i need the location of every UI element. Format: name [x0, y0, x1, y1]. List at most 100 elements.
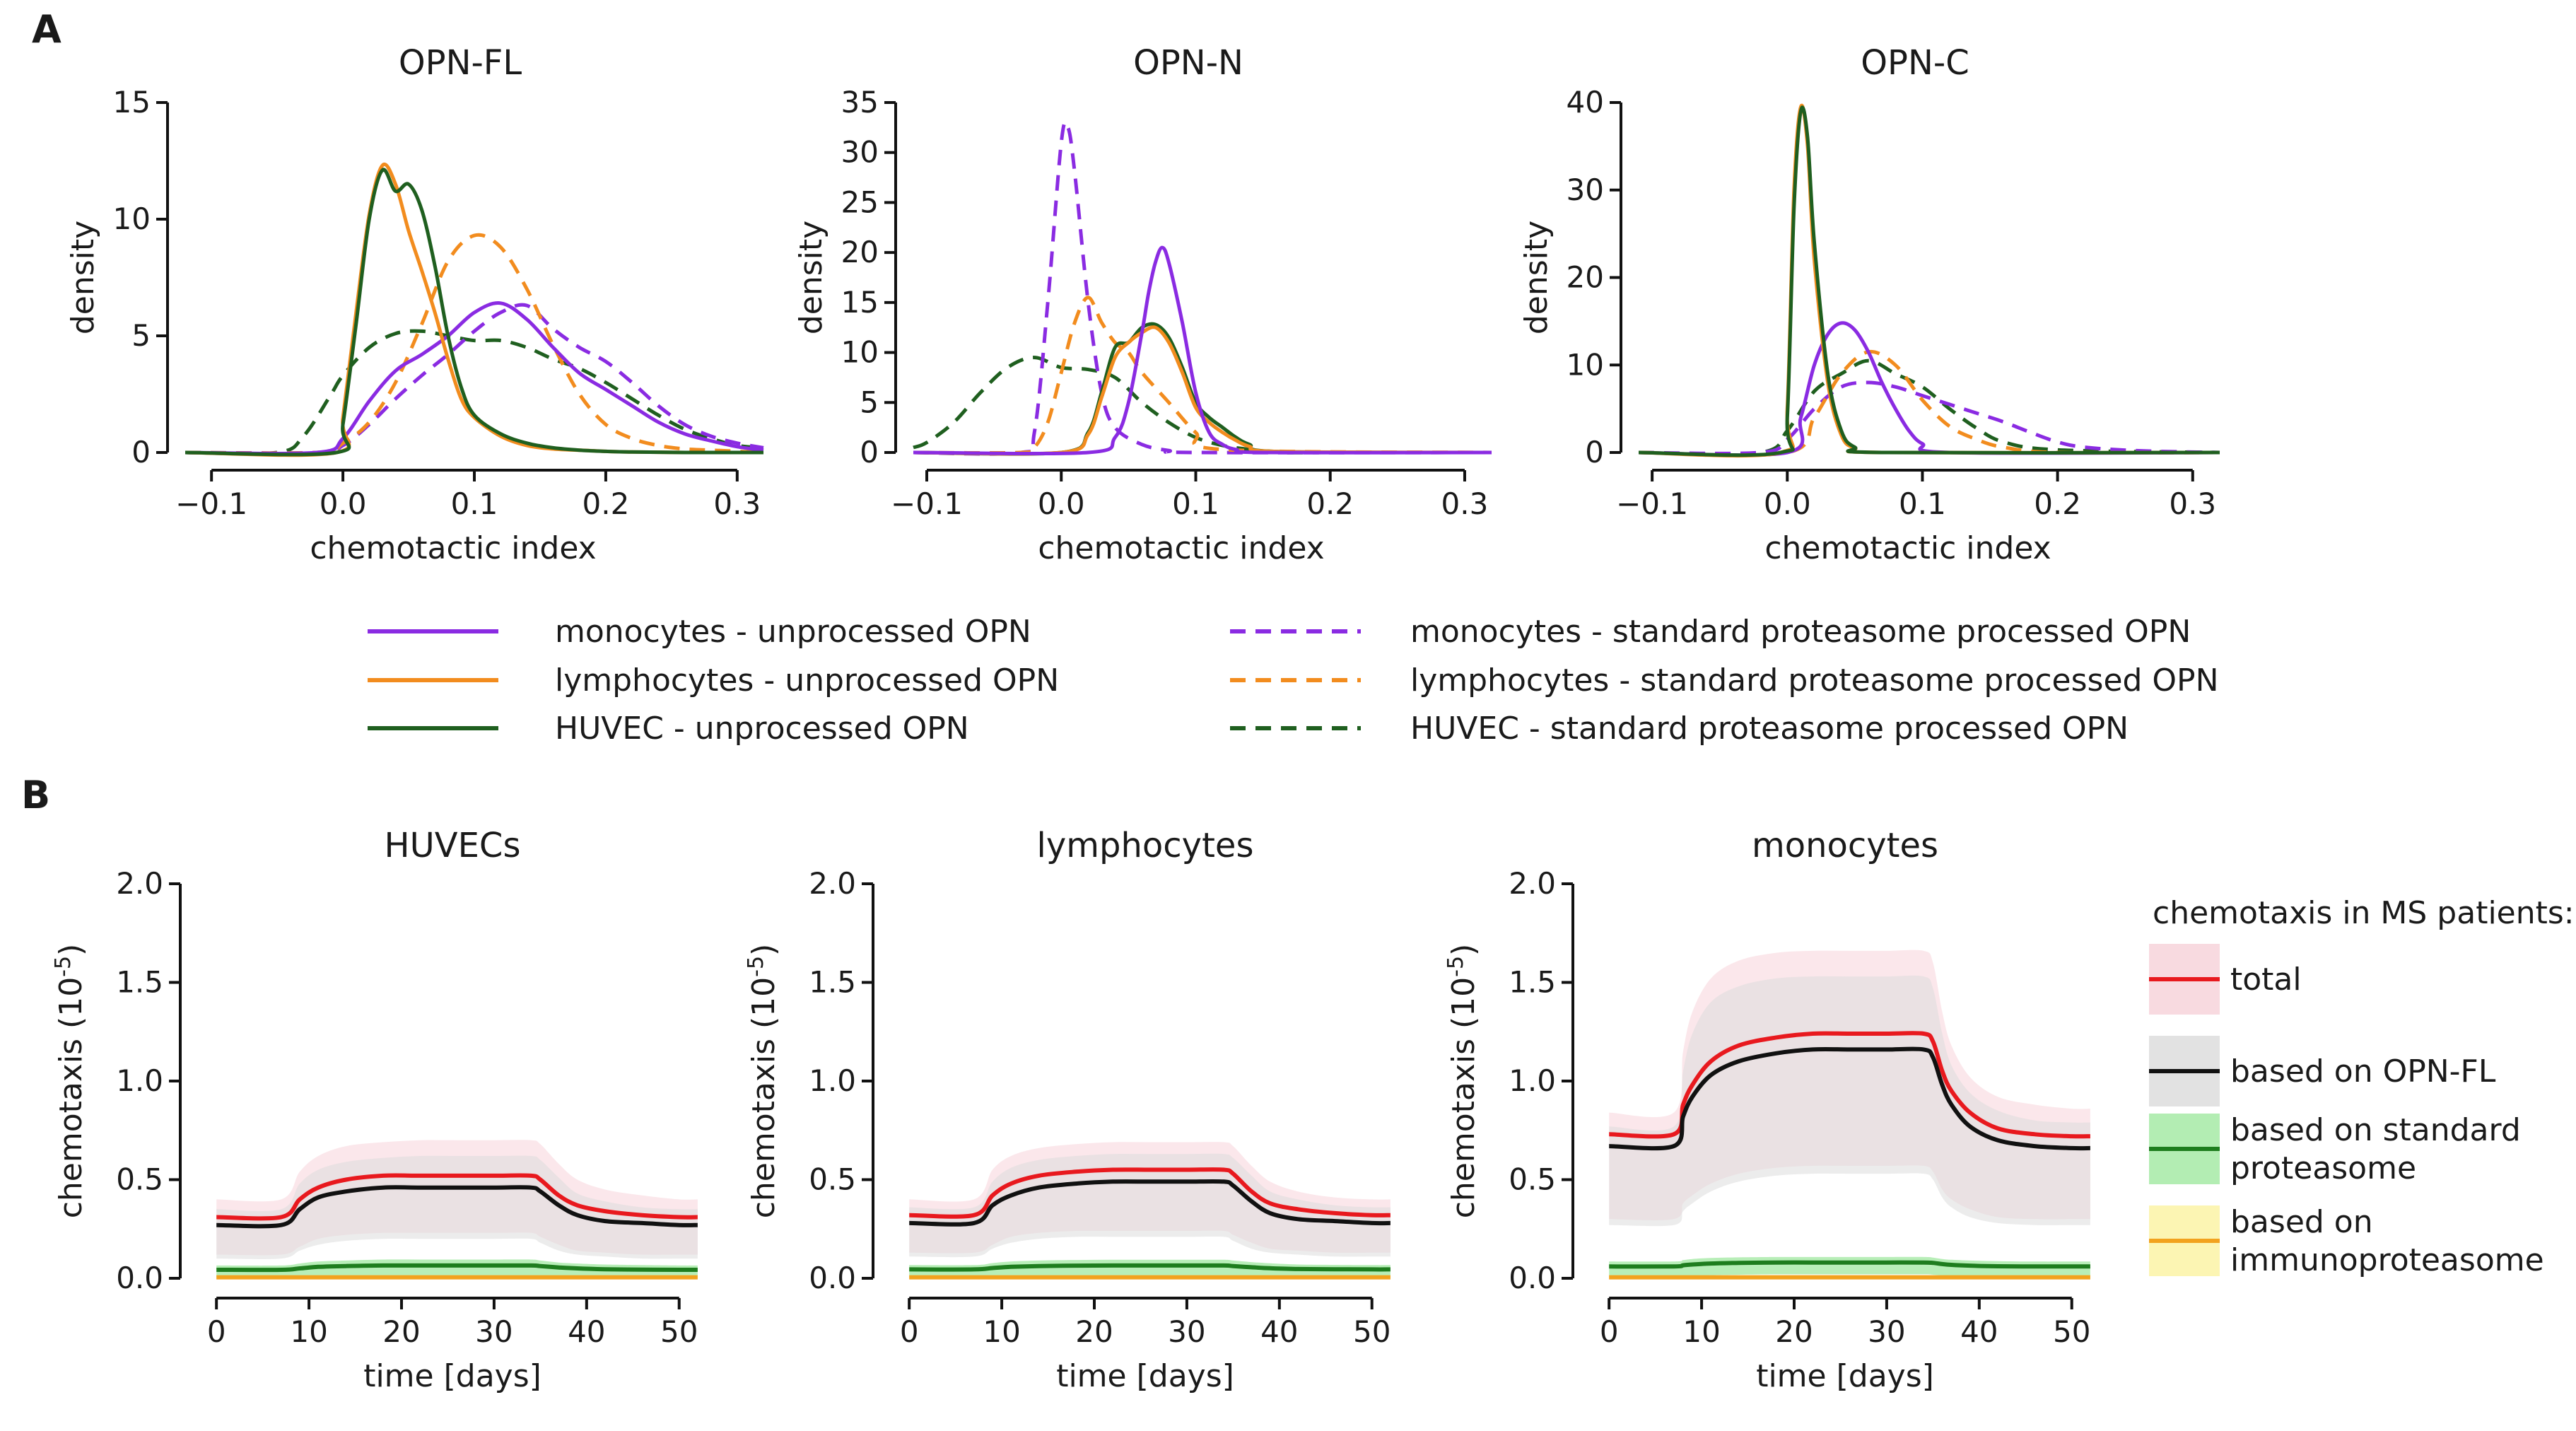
x-tick-label: 0 — [900, 1314, 919, 1349]
chart-title: monocytes — [1752, 826, 1938, 865]
band-based-on-opn-fl — [1609, 975, 2090, 1227]
x-tick-label: 0.2 — [582, 486, 630, 521]
chart-opn-fl: OPN-FL −0.1 0.0 0.1 0.2 0.3 0 5 10 15 chemotactic … — [65, 43, 764, 566]
legend-a-label: lymphocytes - standard proteasome proces… — [1410, 662, 2219, 699]
legend-b-label: based on — [2230, 1204, 2373, 1240]
x-axis-label: chemotactic index — [1038, 530, 1324, 566]
y-tick-label: 2.0 — [1509, 866, 1556, 901]
legend-b-label: proteasome — [2230, 1150, 2416, 1186]
y-tick-label: 5 — [131, 318, 151, 353]
x-axis-label: time [days] — [363, 1358, 541, 1394]
y-axis-label: density — [793, 221, 829, 334]
series-line-lymphocytes-standard-proteasome-processed-opn — [913, 296, 1492, 455]
chart-opn-n: OPN-N −0.1 0.0 0.1 0.2 0.3 0 5 10 15 20 25 30 35 chemo… — [793, 43, 1492, 566]
series-line-monocytes-unprocessed-opn — [185, 301, 764, 455]
x-tick-label: 0.0 — [320, 486, 367, 521]
legend-b-label: total — [2230, 962, 2302, 998]
x-tick-label: 50 — [2053, 1314, 2090, 1349]
y-tick-label: 0.5 — [1509, 1162, 1556, 1197]
y-axis-label: chemotaxis (10-5) — [51, 944, 89, 1219]
x-tick-label: 0.3 — [2169, 486, 2216, 521]
panel-letter-a: A — [32, 7, 62, 52]
x-tick-label: 0.1 — [1172, 486, 1219, 521]
x-tick-label: 40 — [1960, 1314, 1998, 1349]
y-tick-label: 35 — [841, 85, 879, 119]
series-line-monocytes-unprocessed-opn — [913, 245, 1492, 456]
y-tick-label: 20 — [1567, 260, 1604, 295]
series-line-lymphocytes-standard-proteasome-processed-opn — [185, 233, 764, 455]
series-line-based-on-standard-proteasome — [216, 1263, 698, 1273]
chart-lymphocytes: lymphocytes 0 10 20 30 40 50 0.0 0.5 1.0 1.5 2.0 tim… — [744, 826, 1391, 1394]
y-tick-label: 2.0 — [809, 866, 856, 901]
x-axis-label: time [days] — [1056, 1358, 1234, 1394]
y-axis-label: chemotaxis (10-5) — [744, 944, 782, 1219]
series-line-total — [1609, 1031, 2090, 1139]
x-tick-label: 0 — [207, 1314, 226, 1349]
x-tick-label: 20 — [1775, 1314, 1813, 1349]
band-based-on-standard-proteasome — [216, 1259, 698, 1278]
series-line-huvec-unprocessed-opn — [1638, 105, 2220, 457]
x-tick-label: 30 — [1868, 1314, 1905, 1349]
y-tick-label: 0.5 — [116, 1162, 163, 1197]
legend-b-label: immunoproteasome — [2230, 1242, 2544, 1278]
x-tick-label: 20 — [382, 1314, 420, 1349]
chart-huvecs: HUVECs 0 10 20 30 40 50 0.0 0.5 1.0 1.5 2.0 time [da… — [51, 826, 698, 1394]
x-tick-label: 10 — [290, 1314, 327, 1349]
x-axis-label: chemotactic index — [1764, 530, 2051, 566]
x-tick-label: 40 — [568, 1314, 605, 1349]
chart-title: OPN-N — [1133, 43, 1243, 83]
chart-opn-c: OPN-C −0.1 0.0 0.1 0.2 0.3 0 10 20 30 40 chemotacti… — [1518, 43, 2220, 566]
x-tick-label: 50 — [1353, 1314, 1391, 1349]
series-line-based-on-standard-proteasome — [909, 1263, 1391, 1272]
series-line-lymphocytes-standard-proteasome-processed-opn — [1638, 349, 2220, 457]
y-tick-label: 0.0 — [1509, 1261, 1556, 1295]
x-tick-label: 30 — [1168, 1314, 1205, 1349]
series-line-lymphocytes-unprocessed-opn — [1638, 103, 2220, 458]
legend-a-label: lymphocytes - unprocessed OPN — [555, 662, 1059, 699]
x-tick-label: 10 — [983, 1314, 1020, 1349]
x-tick-label: 0.2 — [1306, 486, 1354, 521]
x-tick-label: 0.1 — [1899, 486, 1946, 521]
x-axis-label: time [days] — [1756, 1358, 1934, 1394]
legend-a-label: monocytes - unprocessed OPN — [555, 614, 1031, 650]
y-tick-label: 10 — [1567, 347, 1604, 382]
y-tick-label: 1.5 — [116, 965, 163, 1000]
y-tick-label: 0.0 — [809, 1261, 856, 1295]
y-tick-label: 2.0 — [116, 866, 163, 901]
y-tick-label: 20 — [841, 235, 879, 269]
legend-b-title: chemotaxis in MS patients: — [2153, 895, 2575, 931]
series-line-total — [909, 1167, 1391, 1219]
legend-a-label: HUVEC - unprocessed OPN — [555, 711, 969, 747]
x-tick-label: 0.2 — [2034, 486, 2081, 521]
y-axis-label: density — [1518, 221, 1555, 334]
chart-title: OPN-FL — [399, 43, 522, 83]
series-line-based-on-opn-fl — [216, 1185, 698, 1229]
x-tick-label: 0 — [1600, 1314, 1619, 1349]
y-tick-label: 40 — [1567, 85, 1604, 119]
series-line-based-on-opn-fl — [1609, 1046, 2090, 1151]
y-axis-label: density — [65, 221, 101, 334]
chart-monocytes: monocytes 0 10 20 30 40 50 0.0 0.5 1.0 1.5 2.0 time … — [1444, 826, 2090, 1394]
y-tick-label: 0 — [1585, 435, 1604, 469]
chart-title: OPN-C — [1861, 43, 1969, 83]
series-line-lymphocytes-unprocessed-opn — [185, 163, 764, 457]
y-tick-label: 0 — [860, 435, 879, 469]
y-tick-label: 1.0 — [1509, 1063, 1556, 1098]
x-tick-label: 0.3 — [713, 486, 761, 521]
x-tick-label: −0.1 — [891, 486, 963, 521]
y-tick-label: 1.0 — [809, 1063, 856, 1098]
x-tick-label: 30 — [475, 1314, 513, 1349]
y-tick-label: 10 — [841, 335, 879, 370]
y-tick-label: 15 — [841, 285, 879, 320]
x-tick-label: 0.0 — [1038, 486, 1085, 521]
legend-a-label: monocytes - standard proteasome processe… — [1410, 614, 2191, 650]
x-tick-label: 0.0 — [1764, 486, 1811, 521]
legend-a-label: HUVEC - standard proteasome processed OP… — [1410, 711, 2129, 747]
legend-b-label: based on OPN-FL — [2230, 1053, 2496, 1090]
x-tick-label: 10 — [1682, 1314, 1720, 1349]
y-tick-label: 25 — [841, 185, 879, 219]
band-based-on-standard-proteasome — [909, 1259, 1391, 1278]
x-tick-label: −0.1 — [1616, 486, 1688, 521]
series-line-huvec-unprocessed-opn — [185, 168, 764, 457]
